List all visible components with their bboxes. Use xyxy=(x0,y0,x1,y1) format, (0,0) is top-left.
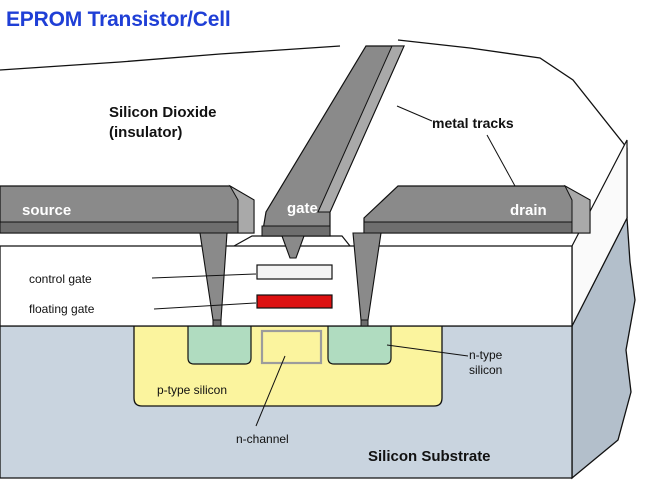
n-type-drain-region xyxy=(327,325,392,365)
oxide-front-face xyxy=(0,245,573,327)
drain-metal-track xyxy=(352,184,591,327)
floating-gate-plate xyxy=(256,294,333,309)
source-label: source xyxy=(22,202,71,219)
drain-label: drain xyxy=(510,202,547,219)
metal-tracks-label: metal tracks xyxy=(432,115,514,131)
n-type-source-region xyxy=(187,325,252,365)
n-type-leader xyxy=(386,344,469,357)
gate-label: gate xyxy=(287,200,318,217)
metal-tracks-leader-gate xyxy=(396,105,433,122)
silicon-dioxide-label: Silicon Dioxide xyxy=(109,104,217,121)
control-gate-plate xyxy=(256,264,333,280)
control-gate-leader xyxy=(151,273,257,279)
substrate-right-face xyxy=(571,215,636,480)
floating-gate-leader xyxy=(153,302,257,310)
gate-metal-track xyxy=(261,45,405,259)
insulator-label: (insulator) xyxy=(109,124,182,141)
n-type-silicon-label: silicon xyxy=(469,363,502,377)
floating-gate-label: floating gate xyxy=(29,302,95,316)
n-type-label: n-type xyxy=(469,348,503,362)
n-channel-label: n-channel xyxy=(236,432,289,446)
control-gate-label: control gate xyxy=(29,272,92,286)
n-channel-leader xyxy=(255,355,286,427)
metal-tracks-leader-drain xyxy=(486,134,516,187)
page-title: EPROM Transistor/Cell xyxy=(6,8,231,31)
silicon-substrate-label: Silicon Substrate xyxy=(368,448,491,465)
p-type-silicon-label: p-type silicon xyxy=(157,383,227,397)
n-channel-box xyxy=(260,329,323,365)
source-metal-track xyxy=(0,184,255,327)
